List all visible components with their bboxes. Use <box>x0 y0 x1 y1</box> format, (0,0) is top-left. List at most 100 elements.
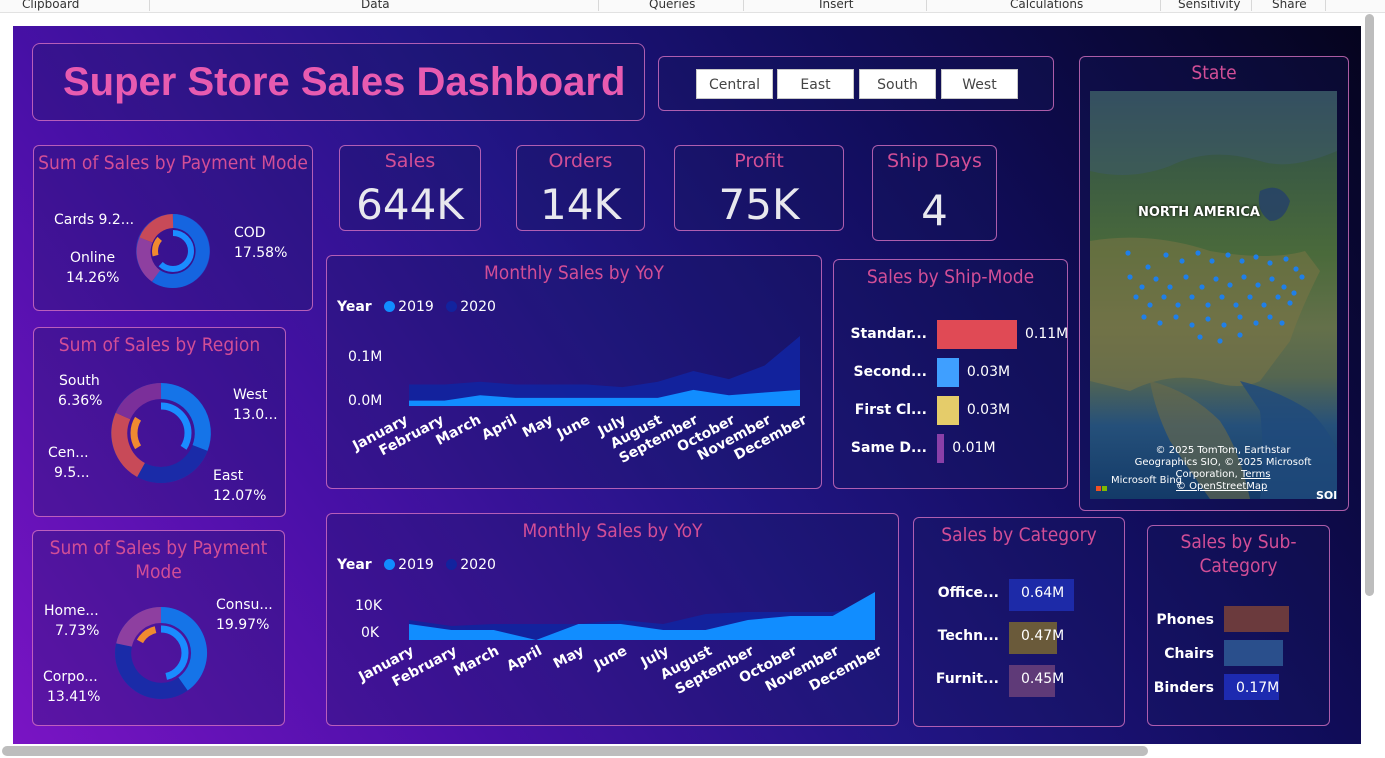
slicer-item-east[interactable]: East <box>777 69 854 99</box>
donut-slice-east[interactable] <box>137 444 208 483</box>
ribbon-group-clipboard[interactable]: Clipboard <box>22 0 80 11</box>
state-map-panel[interactable]: State NORTH AMERICA © 2025 TomTom, Earth… <box>1079 56 1349 511</box>
donut-slice-consumer[interactable] <box>160 607 208 691</box>
map-location-dot[interactable] <box>1219 294 1225 300</box>
map-location-dot[interactable] <box>1293 266 1299 272</box>
bar[interactable] <box>1009 665 1055 697</box>
map-location-dot[interactable] <box>1241 274 1247 280</box>
map-location-dot[interactable] <box>1179 258 1185 264</box>
map-osm-link[interactable]: © OpenStreetMap <box>1176 481 1267 493</box>
map-location-dot[interactable] <box>1281 284 1287 290</box>
payment-mode-donut-panel[interactable]: Sum of Sales by Payment Mode Cards 9.2..… <box>33 145 313 311</box>
region-donut-panel[interactable]: Sum of Sales by Region South 6.36% West … <box>33 327 286 517</box>
kpi-card-sales[interactable]: Sales 644K <box>339 145 481 231</box>
map-location-dot[interactable] <box>1279 320 1285 326</box>
ribbon-group-insert[interactable]: Insert <box>819 0 854 11</box>
donut-slice-corporate[interactable] <box>115 643 188 699</box>
map-location-dot[interactable] <box>1209 258 1215 264</box>
slicer-item-west[interactable]: West <box>941 69 1018 99</box>
map-location-dot[interactable] <box>1205 302 1211 308</box>
map-location-dot[interactable] <box>1269 276 1275 282</box>
legend-item-2019[interactable]: 2019 <box>398 299 434 315</box>
map-location-dot[interactable] <box>1261 302 1267 308</box>
map-location-dot[interactable] <box>1183 274 1189 280</box>
donut-slice-south[interactable] <box>115 383 162 420</box>
map-location-dot[interactable] <box>1255 282 1261 288</box>
map-location-dot[interactable] <box>1161 294 1167 300</box>
kpi-card-ship-days[interactable]: Ship Days 4 <box>872 145 997 241</box>
bar[interactable] <box>1009 622 1057 654</box>
map-location-dot[interactable] <box>1213 276 1219 282</box>
map-location-dot[interactable] <box>1147 302 1153 308</box>
bar[interactable] <box>937 396 959 425</box>
map-location-dot[interactable] <box>1167 284 1173 290</box>
area-series-2020[interactable] <box>409 336 800 406</box>
segment-donut-panel[interactable]: Sum of Sales by Payment Mode Home... 7.7… <box>32 530 285 726</box>
map-terms-link[interactable]: Terms <box>1241 469 1271 480</box>
donut-slice-central[interactable] <box>111 412 146 478</box>
map-location-dot[interactable] <box>1287 300 1293 306</box>
map-location-dot[interactable] <box>1267 314 1273 320</box>
map-location-dot[interactable] <box>1205 316 1211 322</box>
subcategory-panel[interactable]: Sales by Sub-Category Phones Chairs Binder… <box>1147 525 1330 726</box>
slicer-item-south[interactable]: South <box>859 69 936 99</box>
bar[interactable] <box>937 320 1017 349</box>
map-location-dot[interactable] <box>1299 274 1305 280</box>
map-location-dot[interactable] <box>1267 260 1273 266</box>
bar[interactable] <box>937 434 945 463</box>
category-panel[interactable]: Sales by Category Office... 0.64M Techn...… <box>913 517 1125 727</box>
legend-item-2020[interactable]: 2020 <box>460 299 496 315</box>
map-location-dot[interactable] <box>1195 250 1201 256</box>
map-location-dot[interactable] <box>1237 314 1243 320</box>
map-location-dot[interactable] <box>1175 302 1181 308</box>
ribbon-group-share[interactable]: Share <box>1272 0 1307 11</box>
kpi-card-orders[interactable]: Orders 14K <box>516 145 645 231</box>
map-location-dot[interactable] <box>1157 320 1163 326</box>
map-location-dot[interactable] <box>1189 322 1195 328</box>
monthly-sales-top-panel[interactable]: Monthly Sales by YoY Year 2019 2020 0.1M… <box>326 255 822 489</box>
donut-slice-online[interactable] <box>136 237 161 282</box>
bar[interactable] <box>1224 606 1289 632</box>
map-location-dot[interactable] <box>1197 334 1203 340</box>
map-location-dot[interactable] <box>1139 284 1145 290</box>
map-location-dot[interactable] <box>1199 284 1205 290</box>
donut-slice-cards[interactable] <box>139 214 174 244</box>
map-location-dot[interactable] <box>1141 314 1147 320</box>
map-location-dot[interactable] <box>1133 294 1139 300</box>
map-location-dot[interactable] <box>1153 276 1159 282</box>
area-series-2019[interactable] <box>409 592 875 640</box>
ribbon-group-sensitivity[interactable]: Sensitivity <box>1178 0 1241 11</box>
map-location-dot[interactable] <box>1225 252 1231 258</box>
horizontal-scrollbar[interactable] <box>2 746 1148 756</box>
map-location-dot[interactable] <box>1221 322 1227 328</box>
ribbon-group-data[interactable]: Data <box>361 0 390 11</box>
map-location-dot[interactable] <box>1239 258 1245 264</box>
monthly-sales-bottom-panel[interactable]: Monthly Sales by YoY Year 2019 2020 10K … <box>326 513 899 726</box>
ribbon-group-queries[interactable]: Queries <box>649 0 696 11</box>
map-location-dot[interactable] <box>1253 320 1259 326</box>
bar[interactable] <box>1224 674 1280 700</box>
bar[interactable] <box>1009 579 1074 611</box>
slicer-item-central[interactable]: Central <box>696 69 773 99</box>
map-location-dot[interactable] <box>1283 256 1289 262</box>
state-map[interactable]: NORTH AMERICA © 2025 TomTom, Earthstar G… <box>1090 91 1337 499</box>
ship-mode-panel[interactable]: Sales by Ship-Mode Standar... 0.11M Second… <box>833 259 1068 489</box>
map-location-dot[interactable] <box>1125 250 1131 256</box>
map-location-dot[interactable] <box>1189 294 1195 300</box>
map-location-dot[interactable] <box>1253 254 1259 260</box>
donut-slice-home-office[interactable] <box>116 607 162 648</box>
legend-item-2019[interactable]: 2019 <box>398 557 434 573</box>
area-series-2019[interactable] <box>409 389 800 406</box>
kpi-card-profit[interactable]: Profit 75K <box>674 145 844 231</box>
map-location-dot[interactable] <box>1247 294 1253 300</box>
bar[interactable] <box>1224 640 1283 666</box>
map-location-dot[interactable] <box>1237 332 1243 338</box>
map-location-dot[interactable] <box>1233 302 1239 308</box>
bar[interactable] <box>937 358 959 387</box>
donut-slice-cod[interactable] <box>152 214 210 288</box>
map-location-dot[interactable] <box>1127 274 1133 280</box>
map-location-dot[interactable] <box>1275 294 1281 300</box>
map-location-dot[interactable] <box>1145 264 1151 270</box>
vertical-scrollbar[interactable] <box>1365 14 1374 596</box>
map-location-dot[interactable] <box>1173 314 1179 320</box>
